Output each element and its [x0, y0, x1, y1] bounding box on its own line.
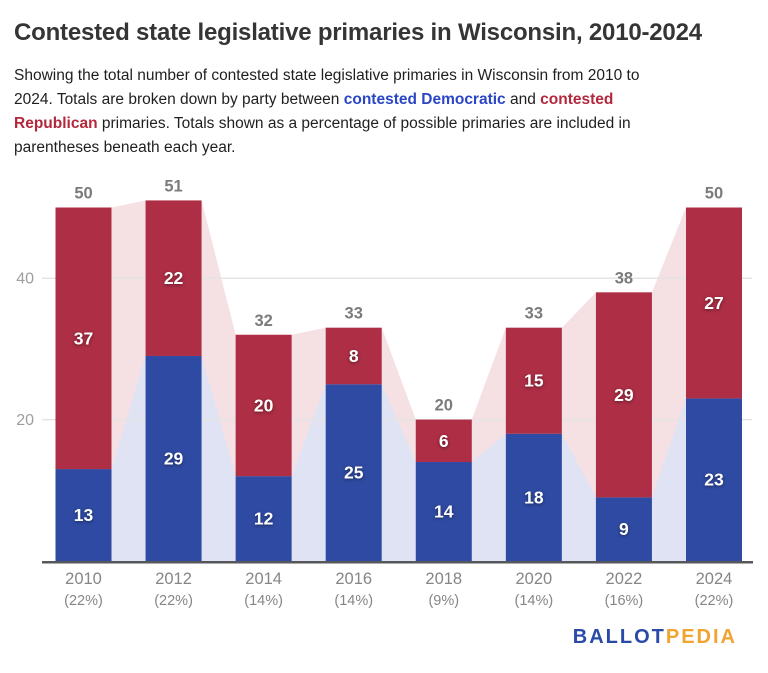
democratic-bar-segment: [235, 476, 292, 561]
x-tick-year-label: 2014: [245, 570, 282, 588]
x-tick-percent-label: (14%): [334, 593, 373, 609]
subtitle-segment-dem: contested Democratic: [343, 91, 506, 108]
republican-value-label: 20: [254, 395, 274, 415]
subtitle-segment-plain: 2024. Totals are broken down by party be…: [14, 91, 344, 108]
y-tick-label: 20: [16, 412, 34, 429]
subtitle-segment-plain: Showing the total number of contested st…: [14, 67, 640, 84]
democratic-bar-segment: [325, 384, 382, 561]
logo-text-ballot: BALLOT: [572, 626, 666, 648]
republican-value-label: 29: [614, 385, 634, 405]
republican-bar-segment: [505, 327, 562, 434]
logo-text-pedia: PEDIA: [665, 626, 737, 648]
x-tick-percent-label: (9%): [428, 593, 459, 609]
chart-subtitle: Showing the total number of contested st…: [14, 64, 754, 160]
republican-bar-segment: [415, 419, 472, 463]
stacked-bar-chart: 2040133750292251122032258331462018153392…: [16, 177, 753, 609]
republican-value-label: 6: [439, 431, 449, 451]
x-tick-year-label: 2012: [155, 570, 192, 588]
x-tick-percent-label: (22%): [695, 593, 734, 609]
x-tick-percent-label: (14%): [244, 593, 283, 609]
page: Contested state legislative primaries in…: [0, 19, 768, 673]
democratic-value-label: 9: [619, 519, 629, 539]
republican-value-label: 8: [349, 346, 359, 366]
total-label: 20: [435, 397, 453, 415]
republican-bar-segment: [595, 292, 652, 498]
x-tick-year-label: 2018: [425, 570, 462, 588]
democratic-bar-segment: [145, 355, 202, 561]
democratic-bar-segment: [595, 497, 652, 561]
democratic-value-label: 25: [344, 463, 364, 483]
y-tick-label: 40: [16, 271, 34, 288]
total-label: 50: [705, 185, 723, 203]
total-label: 50: [74, 185, 92, 203]
x-tick-percent-label: (16%): [605, 593, 644, 609]
total-label: 38: [615, 269, 633, 287]
total-label: 32: [254, 312, 272, 330]
democratic-bar-segment: [55, 469, 112, 561]
x-tick-year-label: 2024: [696, 570, 733, 588]
republican-bar-segment: [685, 207, 742, 399]
democratic-value-label: 14: [434, 502, 454, 522]
total-label: 33: [345, 305, 363, 323]
democratic-value-label: 23: [704, 470, 724, 490]
democratic-value-label: 12: [254, 509, 274, 529]
subtitle-segment-plain: and: [505, 91, 541, 108]
democratic-bar-segment: [685, 398, 742, 561]
republican-value-label: 37: [74, 328, 93, 348]
republican-value-label: 22: [164, 268, 184, 288]
republican-bar-segment: [235, 334, 292, 477]
x-tick-year-label: 2016: [335, 570, 372, 588]
x-tick-year-label: 2010: [65, 570, 102, 588]
total-label: 51: [164, 177, 182, 195]
democratic-bar-segment: [415, 462, 472, 561]
chart-title: Contested state legislative primaries in…: [14, 19, 702, 46]
republican-value-label: 15: [524, 371, 544, 391]
x-tick-percent-label: (22%): [154, 593, 193, 609]
subtitle-segment-rep: Republican: [14, 115, 98, 132]
democratic-value-label: 13: [74, 505, 94, 525]
subtitle-segment-plain: primaries. Totals shown as a percentage …: [97, 115, 631, 132]
subtitle-segment-plain: parentheses beneath each year.: [14, 139, 236, 156]
x-tick-year-label: 2022: [606, 570, 643, 588]
ballotpedia-logo: BALLOTPEDIA: [573, 626, 737, 649]
republican-value-label: 27: [704, 293, 723, 313]
democratic-value-label: 18: [524, 487, 544, 507]
democratic-value-label: 29: [164, 448, 184, 468]
republican-bar-segment: [325, 327, 382, 385]
x-tick-year-label: 2020: [515, 570, 552, 588]
x-tick-percent-label: (14%): [515, 593, 554, 609]
republican-bar-segment: [145, 200, 202, 356]
total-label: 33: [525, 305, 543, 323]
footer: BALLOTPEDIA: [0, 618, 768, 649]
subtitle-segment-rep: contested: [540, 91, 614, 108]
democratic-area-band: [55, 355, 742, 561]
democratic-bar-segment: [505, 433, 562, 561]
x-tick-percent-label: (22%): [64, 593, 103, 609]
republican-bar-segment: [55, 207, 112, 470]
